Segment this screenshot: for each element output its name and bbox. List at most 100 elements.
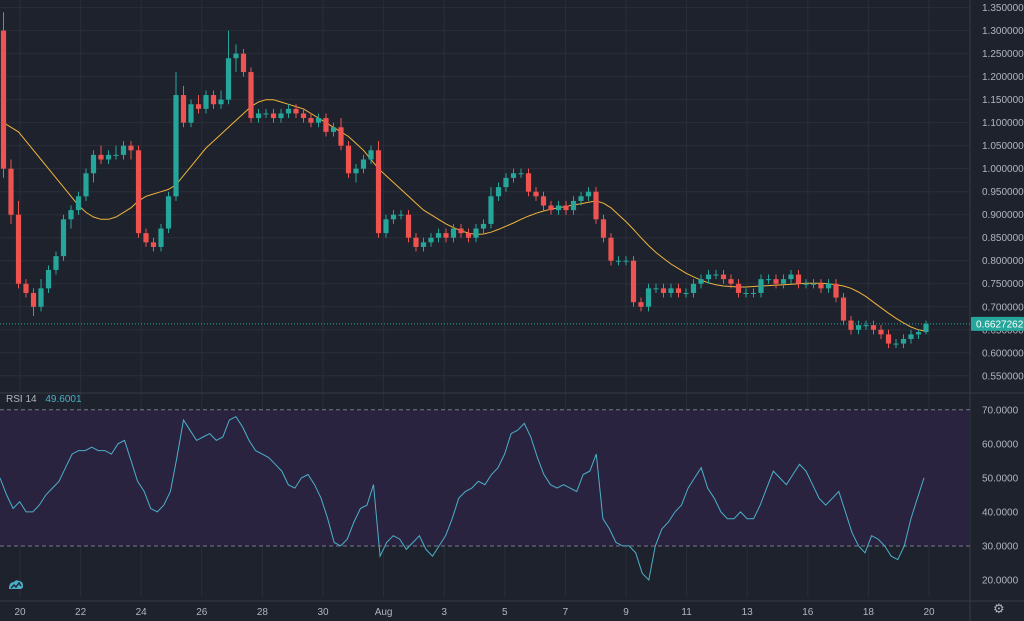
candle-body [203,95,209,109]
candle-body [353,168,359,174]
candle-body [188,104,194,123]
rsi-axis[interactable]: 70.0000 60.0000 50.0000 40.0000 30.0000 20.00… [982,405,1019,586]
candle-body [503,177,509,188]
rsi-current-value: 49.6001 [45,394,82,405]
candle-body [180,95,187,123]
candle-body [728,279,734,284]
candle-body [623,260,629,262]
candle-body [398,214,404,216]
candle-body [563,205,569,211]
rsi-path [0,415,925,582]
candle-body [390,214,397,220]
rsi-tick-label: 30.0000 [982,541,1019,552]
candle-body [780,279,787,284]
rsi-band [0,409,970,547]
candle-body [165,196,172,229]
rsi-line [0,415,925,582]
candle-body [420,242,427,247]
candle-body [870,325,877,330]
rsi-tick-label: 50.0000 [982,473,1019,484]
candle-body [653,288,659,290]
candle-body [45,269,52,289]
candle-body [150,242,157,247]
candle-body [750,292,757,294]
candle-body [683,292,689,294]
candle-body [480,223,487,229]
last-price-badge [971,316,1024,331]
candle-body [210,95,217,105]
candle-body [690,283,697,293]
candle-body [23,283,29,293]
candle-body [255,113,262,119]
candle-body [263,113,269,115]
candle-body [893,343,899,345]
time-tick-label: 7 [563,607,569,618]
candle-body [855,325,862,330]
candle-body [113,154,119,156]
time-tick-label: 16 [802,607,814,618]
candle-body [83,173,89,197]
time-tick-label: Aug [375,607,393,618]
time-tick-label: 20 [14,607,26,618]
candle-body [135,150,142,234]
candle-body [863,325,869,327]
candle-body [720,274,727,280]
time-axis[interactable]: 20 22 24 26 28 30 Aug 3 5 7 9 11 13 16 18 20 [14,607,935,618]
candle-body [68,210,74,220]
candle-body [368,150,374,160]
candle-body [293,108,299,114]
candle-body [518,173,524,175]
candle-body [885,334,892,344]
candle-body [345,145,352,174]
candle-body [803,283,809,285]
candle-body [788,274,794,280]
candle-body [8,168,14,215]
candle-body [525,173,532,192]
candle-body [908,334,914,339]
candle-body [383,219,389,234]
candlestick-series [0,12,929,349]
candle-body [848,320,854,330]
candle-body [443,233,449,238]
candle-body [60,219,67,257]
candle-body [540,196,547,206]
candle-body [608,237,614,261]
candle-body [53,256,59,270]
candle-body [488,196,494,224]
candle-body [795,274,802,284]
rsi-tick-label: 20.0000 [982,575,1019,586]
time-tick-label: 5 [502,607,508,618]
candle-body [315,118,322,123]
candle-body [248,72,254,119]
last-price-marker: 0.6627262 [0,316,1024,331]
candle-body [743,292,749,294]
price-tick-label: 1.3500000 [982,3,1024,14]
candle-body [675,288,682,293]
price-tick-label: 0.5500000 [982,371,1024,382]
candle-body [285,108,292,114]
candle-body [375,150,382,234]
candle-body [705,274,712,280]
candle-body [833,283,839,298]
candle-body [473,228,479,238]
time-tick-label: 24 [136,607,148,618]
candle-body [773,279,779,284]
candle-body [128,145,134,151]
candle-body [278,113,284,119]
candle-body [30,292,37,307]
time-tick-label: 3 [441,607,447,618]
rsi-legend[interactable]: RSI 14 49.6001 [6,394,82,405]
moving-average-line [3,99,927,332]
candle-body [645,288,652,307]
candle-body [38,288,44,307]
gear-icon[interactable]: ⚙ [993,602,1005,617]
candle-body [338,127,344,146]
tradingview-logo-icon[interactable] [8,578,24,592]
candle-body [660,288,667,293]
